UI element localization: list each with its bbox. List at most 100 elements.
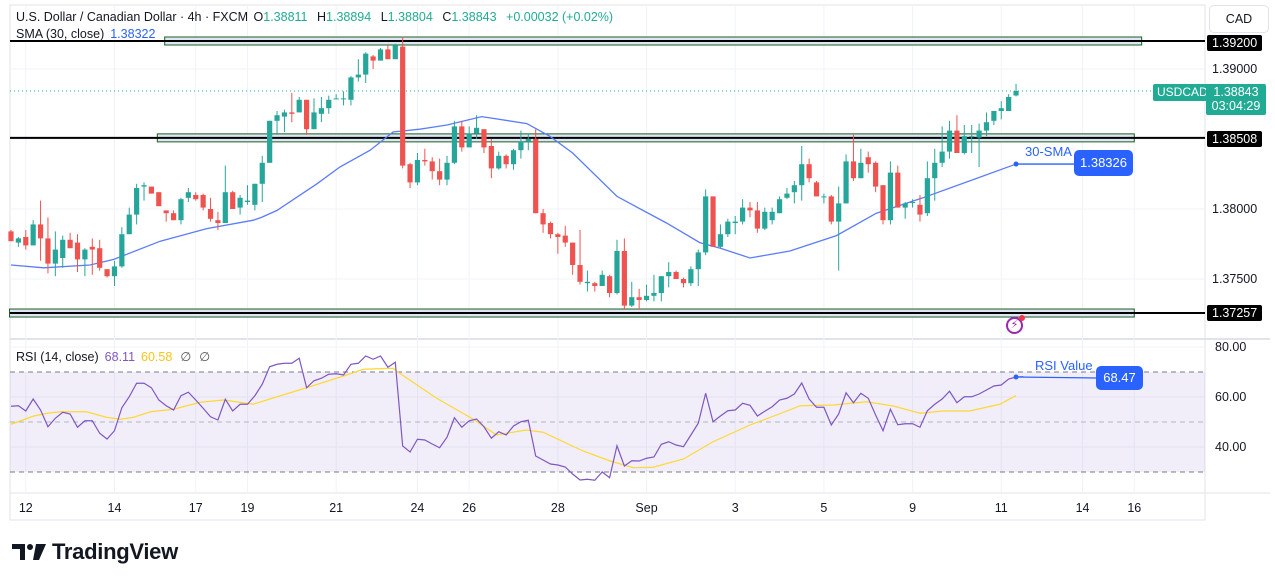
candle — [473, 115, 480, 139]
chart-canvas[interactable]: 12 14 17 19 21 24 26 28 Sep 3 5 9 11 14 16 — [0, 0, 1275, 530]
candle-body — [23, 237, 29, 246]
rsi-legend[interactable]: RSI (14, close) 68.11 60.58 ∅ ∅ — [16, 349, 210, 364]
candle-body — [510, 150, 517, 165]
candle — [828, 195, 834, 225]
rsi-background — [10, 371, 1205, 473]
candle-body — [230, 192, 236, 209]
candle — [370, 55, 376, 69]
rsi-line — [10, 355, 1024, 481]
candle-body — [998, 108, 1004, 111]
candle-body — [747, 207, 753, 211]
rsi-annotation-value[interactable]: 68.47 — [1096, 366, 1143, 390]
candle — [954, 115, 960, 153]
candle-body — [703, 196, 709, 253]
candle-body — [496, 155, 502, 169]
candle-body — [799, 164, 805, 186]
time-axis-label: 9 — [909, 501, 916, 515]
symbol-title[interactable]: U.S. Dollar / Canadian Dollar · 4h · FXC… — [16, 10, 249, 24]
candle — [703, 189, 709, 256]
candle-body — [45, 238, 51, 264]
candle — [326, 95, 332, 114]
candle-body — [673, 272, 679, 279]
candle-body — [126, 214, 132, 235]
sma-legend-value: 1.38322 — [110, 27, 156, 41]
candle — [976, 123, 982, 167]
candle-body — [754, 210, 760, 229]
alert-icon[interactable]: ⚡ — [1006, 315, 1025, 334]
candle — [762, 207, 768, 230]
candle — [267, 120, 273, 163]
candle — [577, 230, 583, 285]
last-price-label: 1.38843 03:04:29 — [1206, 84, 1266, 115]
candle-body — [717, 234, 724, 247]
candle — [732, 216, 738, 235]
candle — [52, 231, 58, 277]
candle-body — [185, 192, 191, 198]
candle — [67, 232, 73, 249]
candle — [178, 197, 184, 225]
sma-legend[interactable]: SMA (30, close) 1.38322 — [16, 27, 155, 41]
candle — [466, 126, 472, 148]
candle-body — [850, 161, 857, 179]
candle — [629, 281, 635, 307]
sma-annotation-value[interactable]: 1.38326 — [1074, 150, 1133, 176]
candle — [821, 193, 827, 204]
candle-body — [222, 192, 228, 223]
candle — [281, 109, 288, 132]
candle — [725, 218, 731, 237]
candle-body — [134, 188, 140, 215]
candle — [111, 260, 118, 286]
candle — [902, 202, 908, 219]
candle — [710, 196, 716, 247]
candle — [740, 199, 746, 225]
candle — [340, 91, 347, 106]
candle-body — [400, 46, 406, 166]
candle-body — [30, 224, 36, 246]
candle-body — [156, 192, 162, 207]
candle — [481, 129, 487, 153]
open-label: O — [253, 10, 264, 24]
candle — [156, 192, 162, 207]
candle — [400, 36, 406, 169]
candle-body — [725, 221, 731, 235]
candle — [170, 210, 177, 221]
rsi-annotation-text[interactable]: RSI Value — [1035, 358, 1093, 373]
candle-body — [363, 53, 369, 75]
sma-line-group — [10, 115, 1017, 269]
candle — [658, 276, 664, 302]
close-value: 1.38843 — [451, 10, 497, 24]
candle — [880, 185, 886, 225]
candle — [8, 230, 14, 242]
candle — [584, 270, 591, 292]
currency-button[interactable]: CAD — [1209, 5, 1269, 33]
candle — [636, 288, 642, 310]
close-label: C — [442, 10, 452, 24]
candle-body — [392, 45, 398, 60]
sma-annotation-text[interactable]: 30-SMA — [1025, 144, 1072, 159]
candle — [363, 52, 369, 83]
tradingview-logo[interactable]: TradingView — [12, 539, 178, 565]
candle — [917, 195, 923, 222]
candle-body — [636, 297, 642, 300]
candle — [909, 199, 916, 208]
candle-body — [170, 213, 177, 221]
candle — [15, 237, 21, 247]
candle — [244, 185, 251, 205]
candle-body — [577, 265, 583, 282]
candle — [30, 220, 36, 246]
candle — [769, 207, 775, 225]
candle-body — [592, 283, 598, 286]
candle-body — [148, 186, 155, 194]
candle — [377, 48, 384, 61]
candle-body — [621, 251, 627, 306]
horizontal-levels[interactable] — [9, 36, 1205, 318]
candle-body — [178, 199, 184, 221]
candle-body — [584, 281, 591, 284]
time-axis-label: 3 — [732, 501, 739, 515]
candle — [163, 210, 169, 222]
last-price: 1.38843 — [1213, 85, 1259, 99]
candle — [695, 249, 701, 286]
candle — [237, 195, 243, 215]
candle-body — [311, 112, 317, 130]
candle-body — [370, 56, 376, 61]
